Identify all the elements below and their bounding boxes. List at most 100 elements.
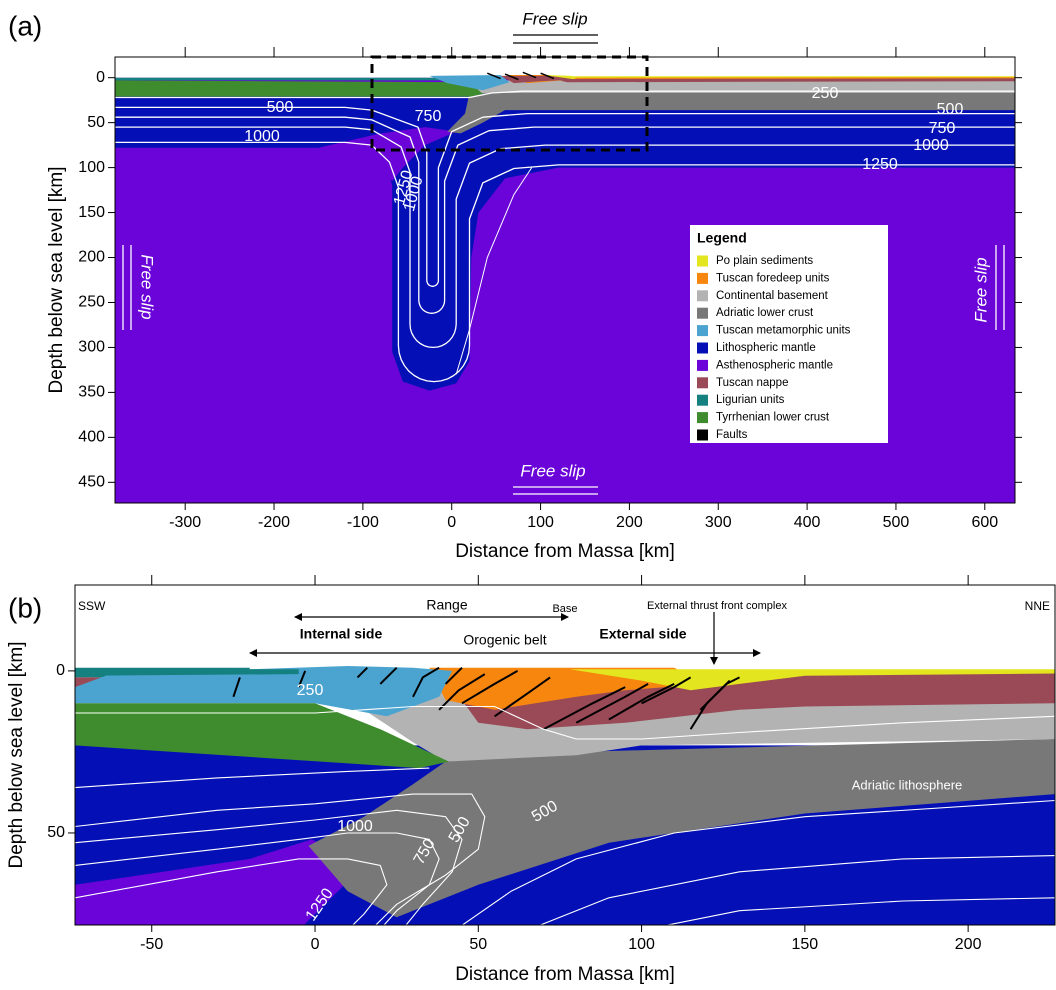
y-tick-label: 450 bbox=[78, 474, 105, 491]
legend-swatch bbox=[697, 342, 708, 354]
layer bbox=[569, 669, 1055, 691]
x-axis-title: Distance from Massa [km] bbox=[455, 541, 675, 562]
x-tick-label: 200 bbox=[955, 936, 982, 953]
x-tick-label: 100 bbox=[527, 514, 554, 531]
x-tick-label: 600 bbox=[971, 514, 998, 531]
annotation: NNE bbox=[1025, 599, 1050, 613]
contour bbox=[575, 683, 649, 724]
plot-frame bbox=[114, 56, 1016, 504]
annotation: SSW bbox=[78, 599, 106, 613]
annotation: External side bbox=[599, 626, 686, 642]
x-tick-label: 200 bbox=[616, 514, 643, 531]
legend-swatch bbox=[697, 272, 708, 284]
layer bbox=[549, 78, 1015, 83]
contour bbox=[538, 855, 1055, 925]
legend-label: Ligurian units bbox=[716, 394, 785, 406]
contour bbox=[641, 676, 692, 705]
isotherm-label: 750 bbox=[415, 108, 442, 125]
annotation: Orogenic belt bbox=[463, 632, 546, 648]
layer bbox=[308, 739, 1055, 918]
y-axis-title: Depth below sea level [km] bbox=[46, 166, 67, 393]
contour bbox=[522, 71, 537, 79]
legend-swatch bbox=[697, 429, 708, 441]
x-tick-label: 500 bbox=[883, 514, 910, 531]
x-tick-label: -100 bbox=[347, 514, 379, 531]
y-tick-label: 400 bbox=[78, 429, 105, 446]
layer bbox=[115, 80, 483, 97]
annotation: Free slip bbox=[971, 257, 990, 322]
legend-label: Tyrrhenian lower crust bbox=[716, 412, 830, 424]
legend-box bbox=[690, 225, 888, 443]
contour bbox=[297, 670, 307, 688]
zoom-box bbox=[370, 55, 649, 152]
contour bbox=[543, 686, 626, 731]
contour bbox=[75, 832, 440, 925]
legend-swatch bbox=[697, 255, 708, 267]
contour bbox=[115, 116, 1015, 314]
x-tick-label: 50 bbox=[469, 936, 487, 953]
legend-swatch bbox=[697, 412, 708, 424]
contour bbox=[75, 705, 1055, 740]
contour bbox=[115, 106, 1015, 287]
layer bbox=[115, 77, 470, 81]
contour bbox=[494, 676, 551, 718]
contour bbox=[75, 767, 430, 789]
isotherm-label: 500 bbox=[937, 101, 964, 118]
layer bbox=[318, 127, 457, 182]
x-tick-label: 100 bbox=[628, 936, 655, 953]
y-tick-label: 250 bbox=[78, 294, 105, 311]
x-tick-label: 400 bbox=[794, 514, 821, 531]
isotherm-label: 250 bbox=[297, 682, 324, 699]
y-tick-label: 0 bbox=[56, 662, 65, 679]
x-tick-label: 150 bbox=[792, 936, 819, 953]
legend-label: Adriatic lower crust bbox=[716, 307, 814, 319]
contour bbox=[504, 73, 519, 81]
x-tick-label: 0 bbox=[447, 514, 456, 531]
legend-title: Legend bbox=[697, 230, 747, 246]
isotherm-label: 750 bbox=[929, 120, 956, 137]
legend-swatch bbox=[697, 394, 708, 406]
layer bbox=[75, 669, 299, 676]
layer bbox=[75, 839, 364, 925]
y-tick-label: 150 bbox=[78, 204, 105, 221]
panel-label: (a) bbox=[8, 10, 42, 41]
annotation: Range bbox=[426, 597, 467, 613]
contour bbox=[461, 670, 518, 705]
layer bbox=[115, 95, 1015, 391]
plot-frame bbox=[74, 584, 1056, 926]
contour bbox=[75, 809, 463, 925]
legend-label: Tuscan metamorphic units bbox=[716, 325, 851, 337]
x-axis-title: Distance from Massa [km] bbox=[455, 964, 675, 985]
legend-swatch bbox=[697, 377, 708, 389]
x-tick-label: 0 bbox=[311, 936, 320, 953]
legend-label: Asthenospheric mantle bbox=[716, 359, 833, 371]
x-tick-label: -300 bbox=[169, 514, 201, 531]
layer bbox=[75, 703, 449, 769]
legend-swatch bbox=[697, 290, 708, 302]
contour bbox=[412, 666, 440, 698]
legend-label: Lithospheric mantle bbox=[716, 342, 816, 354]
layer bbox=[567, 76, 1015, 78]
isotherm-label: 1000 bbox=[244, 128, 280, 145]
isotherm-label: 1250 bbox=[862, 156, 898, 173]
contour bbox=[75, 858, 388, 925]
plot-area bbox=[75, 585, 1055, 925]
isotherm-label: 1000 bbox=[913, 137, 949, 154]
contour bbox=[75, 793, 486, 925]
x-tick-label: 300 bbox=[705, 514, 732, 531]
isotherm-label: 250 bbox=[812, 85, 839, 102]
contour bbox=[356, 666, 369, 679]
annotation: Free slip bbox=[138, 254, 157, 319]
annotation: External thrust front complex bbox=[647, 600, 788, 612]
layer bbox=[469, 80, 1015, 93]
legend-label: Faults bbox=[716, 429, 748, 441]
y-tick-label: 50 bbox=[87, 114, 105, 131]
contour bbox=[540, 72, 555, 80]
contour bbox=[115, 141, 1015, 383]
contour bbox=[709, 676, 740, 701]
legend-label: Tuscan nappe bbox=[716, 377, 788, 389]
contour bbox=[232, 677, 241, 698]
x-tick-label: -50 bbox=[140, 936, 163, 953]
panel-label: (b) bbox=[8, 592, 42, 623]
